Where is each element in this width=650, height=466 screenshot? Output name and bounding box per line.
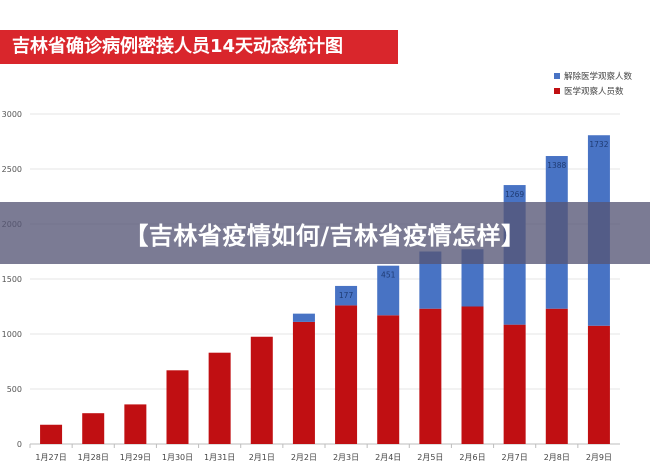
x-tick-label: 2月9日 xyxy=(586,453,612,462)
bar-observed xyxy=(166,370,189,444)
x-tick-label: 1月30日 xyxy=(162,453,193,462)
bar-released xyxy=(292,313,315,322)
y-tick-label: 2500 xyxy=(2,165,22,174)
y-tick-label: 3000 xyxy=(2,110,22,119)
legend-label-observed: 医学观察人员数 xyxy=(564,86,624,97)
bar-observed xyxy=(335,305,358,444)
bar-observed xyxy=(545,308,568,444)
bar-observed xyxy=(82,413,105,444)
x-tick-label: 1月31日 xyxy=(204,453,235,462)
bar-released xyxy=(419,251,442,309)
x-tick-label: 2月3日 xyxy=(333,453,359,462)
y-tick-label: 1500 xyxy=(2,275,22,284)
x-tick-label: 1月28日 xyxy=(78,453,109,462)
legend: 解除医学观察人数 医学观察人员数 xyxy=(554,68,632,98)
x-tick-label: 1月27日 xyxy=(35,453,66,462)
bar-value-label: 177 xyxy=(339,291,354,300)
legend-swatch-released xyxy=(554,72,560,79)
bar-observed xyxy=(208,352,231,444)
chart-title: 吉林省确诊病例密接人员14天动态统计图 xyxy=(0,30,398,64)
bar-observed xyxy=(292,321,315,444)
x-tick-label: 1月29日 xyxy=(120,453,151,462)
bar-observed xyxy=(419,308,442,444)
legend-item-observed: 医学观察人员数 xyxy=(554,83,632,98)
bar-value-label: 451 xyxy=(381,271,396,280)
bar-observed xyxy=(124,404,147,444)
bar-observed xyxy=(587,325,610,444)
y-tick-label: 500 xyxy=(7,385,22,394)
bar-value-label: 1732 xyxy=(589,140,608,149)
x-tick-label: 2月6日 xyxy=(459,453,485,462)
bar-observed xyxy=(40,424,63,444)
bar-observed xyxy=(461,306,484,444)
banner-text: 【吉林省疫情如何/吉林省疫情怎样】 xyxy=(124,221,526,250)
x-tick-label: 2月4日 xyxy=(375,453,401,462)
y-tick-label: 1000 xyxy=(2,330,22,339)
legend-swatch-observed xyxy=(554,87,560,94)
bar-value-label: 1388 xyxy=(547,161,566,170)
bar-released xyxy=(377,265,400,316)
banner: 【吉林省疫情如何/吉林省疫情怎样】 xyxy=(0,202,650,264)
x-tick-label: 2月5日 xyxy=(417,453,443,462)
legend-item-released: 解除医学观察人数 xyxy=(554,68,632,83)
bar-released xyxy=(335,285,358,306)
y-tick-label: 0 xyxy=(17,440,22,449)
legend-label-released: 解除医学观察人数 xyxy=(564,71,633,82)
bar-observed xyxy=(377,315,400,444)
x-tick-label: 2月7日 xyxy=(502,453,528,462)
x-tick-label: 2月8日 xyxy=(544,453,570,462)
bar-observed xyxy=(503,324,526,444)
bar-observed xyxy=(250,336,273,444)
x-tick-label: 2月2日 xyxy=(291,453,317,462)
bar-value-label: 1269 xyxy=(505,190,524,199)
x-tick-label: 2月1日 xyxy=(249,453,275,462)
